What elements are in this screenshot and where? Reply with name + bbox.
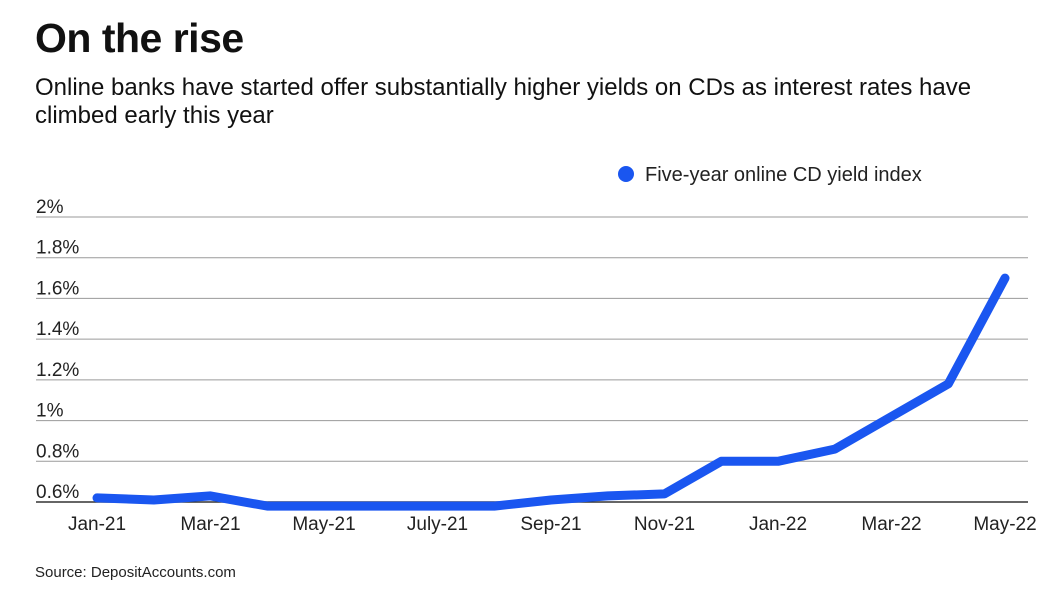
grid-lines <box>36 216 1028 503</box>
x-tick-label: July-21 <box>407 514 468 535</box>
y-tick-label: 1.6% <box>36 278 79 299</box>
x-tick-label: Jan-22 <box>749 514 807 535</box>
x-tick-label: May-22 <box>973 514 1036 535</box>
legend-label-cd-yield: Five-year online CD yield index <box>645 164 922 186</box>
x-tick-label: Nov-21 <box>634 514 695 535</box>
x-tick-label: Jan-21 <box>68 514 126 535</box>
x-axis-labels: Jan-21 Mar-21 May-21 July-21 Sep-21 Nov-21 Jan… <box>68 514 1037 535</box>
y-tick-label: 2% <box>36 197 64 218</box>
y-tick-label: 1% <box>36 401 64 422</box>
chart-subtitle: Online banks have started offer substant… <box>35 74 972 129</box>
legend-marker-dot <box>618 166 634 182</box>
series-line-0 <box>92 273 1010 511</box>
y-tick-label: 0.6% <box>36 482 79 503</box>
x-tick-label: May-21 <box>292 514 355 535</box>
chart-title: On the rise <box>35 15 244 61</box>
y-tick-label: 1.2% <box>36 360 79 381</box>
y-tick-label: 0.8% <box>36 441 79 462</box>
y-axis-labels: 0.6% 0.8% 1% 1.2% 1.4% 1.6% 1.8% 2% <box>36 197 79 503</box>
series-lines <box>92 273 1010 511</box>
x-tick-label: Sep-21 <box>520 514 581 535</box>
source-note: Source: DepositAccounts.com <box>35 564 236 581</box>
y-tick-label: 1.4% <box>36 319 79 340</box>
x-tick-label: Mar-21 <box>180 514 240 535</box>
legend: Five-year online CD yield index <box>618 164 922 186</box>
y-tick-label: 1.8% <box>36 238 79 259</box>
x-tick-label: Mar-22 <box>861 514 921 535</box>
